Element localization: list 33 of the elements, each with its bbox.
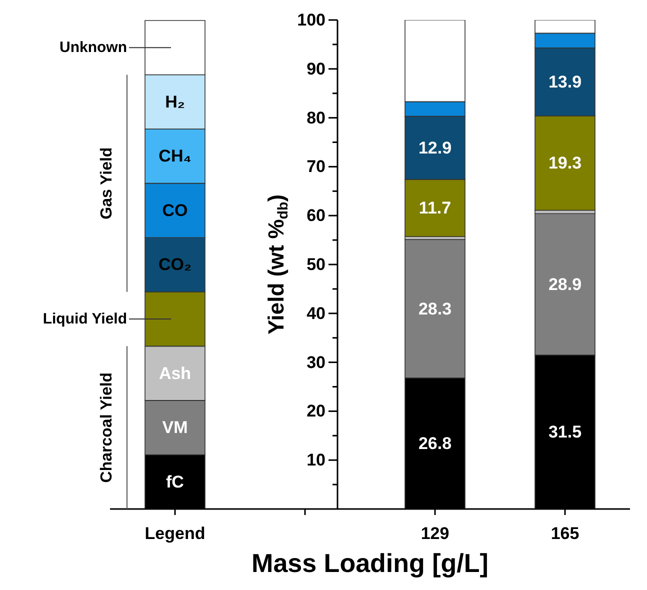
series-label: H₂: [165, 92, 185, 112]
series-label: CO: [162, 200, 188, 220]
y-tick-label: 40: [306, 304, 326, 323]
y-tick-label: 80: [306, 108, 326, 128]
series-label: VM: [162, 418, 188, 438]
series-label: CH₄: [158, 146, 192, 166]
data-label: 12.9: [418, 138, 452, 158]
annotation: Charcoal Yield: [98, 372, 116, 483]
x-tick-label: 165: [550, 524, 580, 544]
x-axis-title: Mass Loading [g/L]: [252, 548, 488, 578]
y-tick-label: 30: [306, 352, 326, 372]
y-tick-label: 70: [306, 157, 326, 176]
data-label: 28.3: [418, 299, 452, 318]
legend-label: Unknown: [60, 39, 127, 56]
data-label: 28.9: [548, 274, 582, 294]
y-tick-label: 50: [306, 255, 326, 274]
legend-label: Liquid Yield: [42, 310, 127, 328]
data-label: 31.5: [548, 422, 582, 442]
data-label: 13.9: [548, 72, 582, 92]
series-label: fC: [166, 472, 184, 492]
y-tick-label: 100: [297, 10, 326, 30]
x-tick-label: 129: [420, 524, 450, 544]
series-label: CO₂: [158, 255, 192, 274]
data-label: 19.3: [548, 154, 582, 173]
y-tick-label: 20: [306, 402, 326, 421]
data-label: 11.7: [418, 198, 452, 218]
annotation: Gas Yield: [98, 147, 116, 220]
data-label: 26.8: [418, 434, 452, 453]
y-tick-label: 10: [306, 450, 326, 470]
y-tick-label: 90: [306, 59, 326, 78]
x-tick-label: Legend: [144, 524, 206, 544]
series-label: Ash: [158, 364, 192, 383]
y-tick-label: 60: [306, 206, 326, 226]
